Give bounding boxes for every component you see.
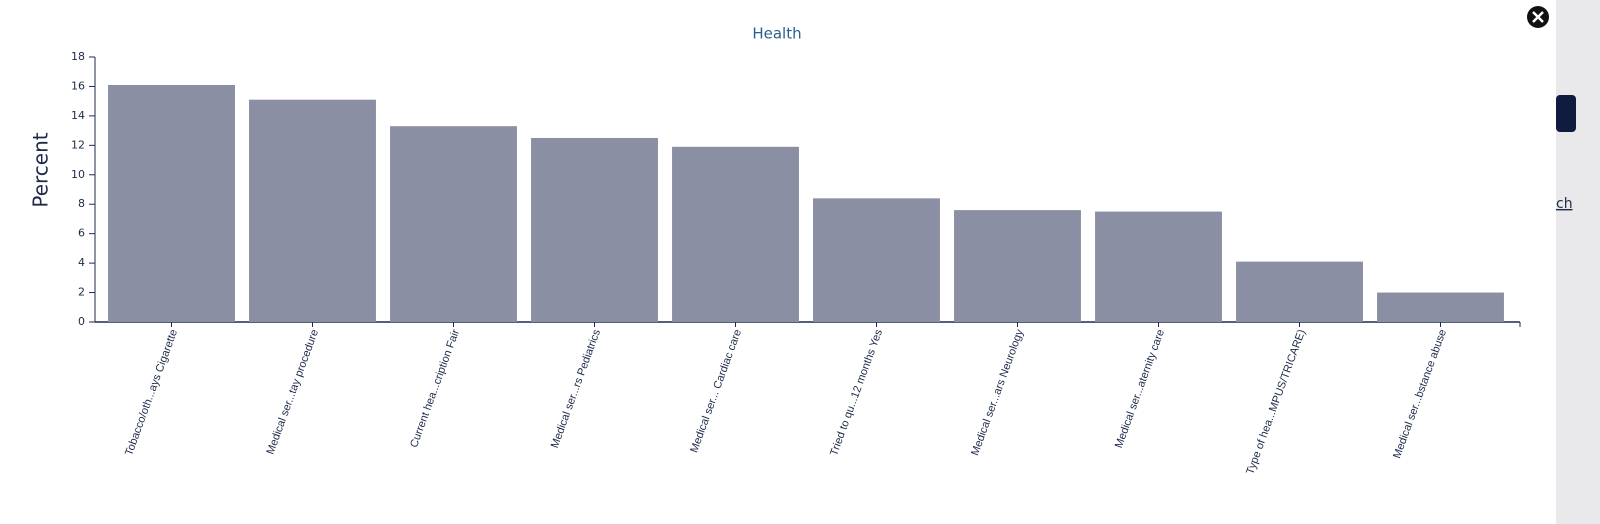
bar	[1236, 261, 1363, 322]
side-link[interactable]: ch	[1556, 196, 1573, 212]
y-tick-label: 10	[71, 168, 85, 181]
y-axis-label: Percent	[29, 132, 53, 207]
chart-title: Health	[752, 25, 801, 43]
y-tick-label: 14	[71, 109, 85, 122]
x-tick-label: Medical ser... Cardiac care	[688, 328, 744, 454]
y-tick-label: 0	[78, 315, 85, 328]
bar	[108, 84, 235, 322]
bar	[1377, 292, 1504, 322]
x-tick-label: Medical ser...ars Neurology	[969, 327, 1026, 457]
bar	[813, 198, 940, 322]
x-tick-label: Medical ser...tay procedure	[265, 328, 321, 456]
bar	[390, 126, 517, 322]
x-tick-label: Medical ser...rs Pediatrics	[549, 327, 603, 449]
bar	[531, 137, 658, 322]
y-tick-label: 8	[78, 197, 85, 210]
x-tick-label: Type of hea...MPUS/TRICARE)	[1244, 328, 1308, 476]
y-tick-label: 12	[71, 138, 85, 151]
bar	[672, 146, 799, 322]
y-tick-label: 6	[78, 227, 85, 240]
bar	[954, 210, 1081, 322]
x-tick-label: Tried to qu...12 months Yes	[828, 327, 885, 457]
y-tick-label: 18	[71, 50, 85, 63]
side-panel	[1556, 0, 1600, 524]
y-tick-label: 4	[78, 256, 85, 269]
x-tick-label: Medical ser...bstance abuse	[1391, 328, 1449, 460]
x-tick-label: Current hea...cription Fair	[408, 328, 462, 450]
y-tick-label: 16	[71, 79, 85, 92]
x-tick-label: Medical ser...aternity care	[1113, 328, 1167, 450]
y-tick-label: 2	[78, 286, 85, 299]
x-tick-label: Tobacco/oth...ays Cigarette	[123, 328, 180, 457]
close-icon	[1532, 11, 1544, 23]
bar	[1095, 211, 1222, 322]
side-button[interactable]	[1556, 95, 1576, 132]
bar	[249, 99, 376, 322]
